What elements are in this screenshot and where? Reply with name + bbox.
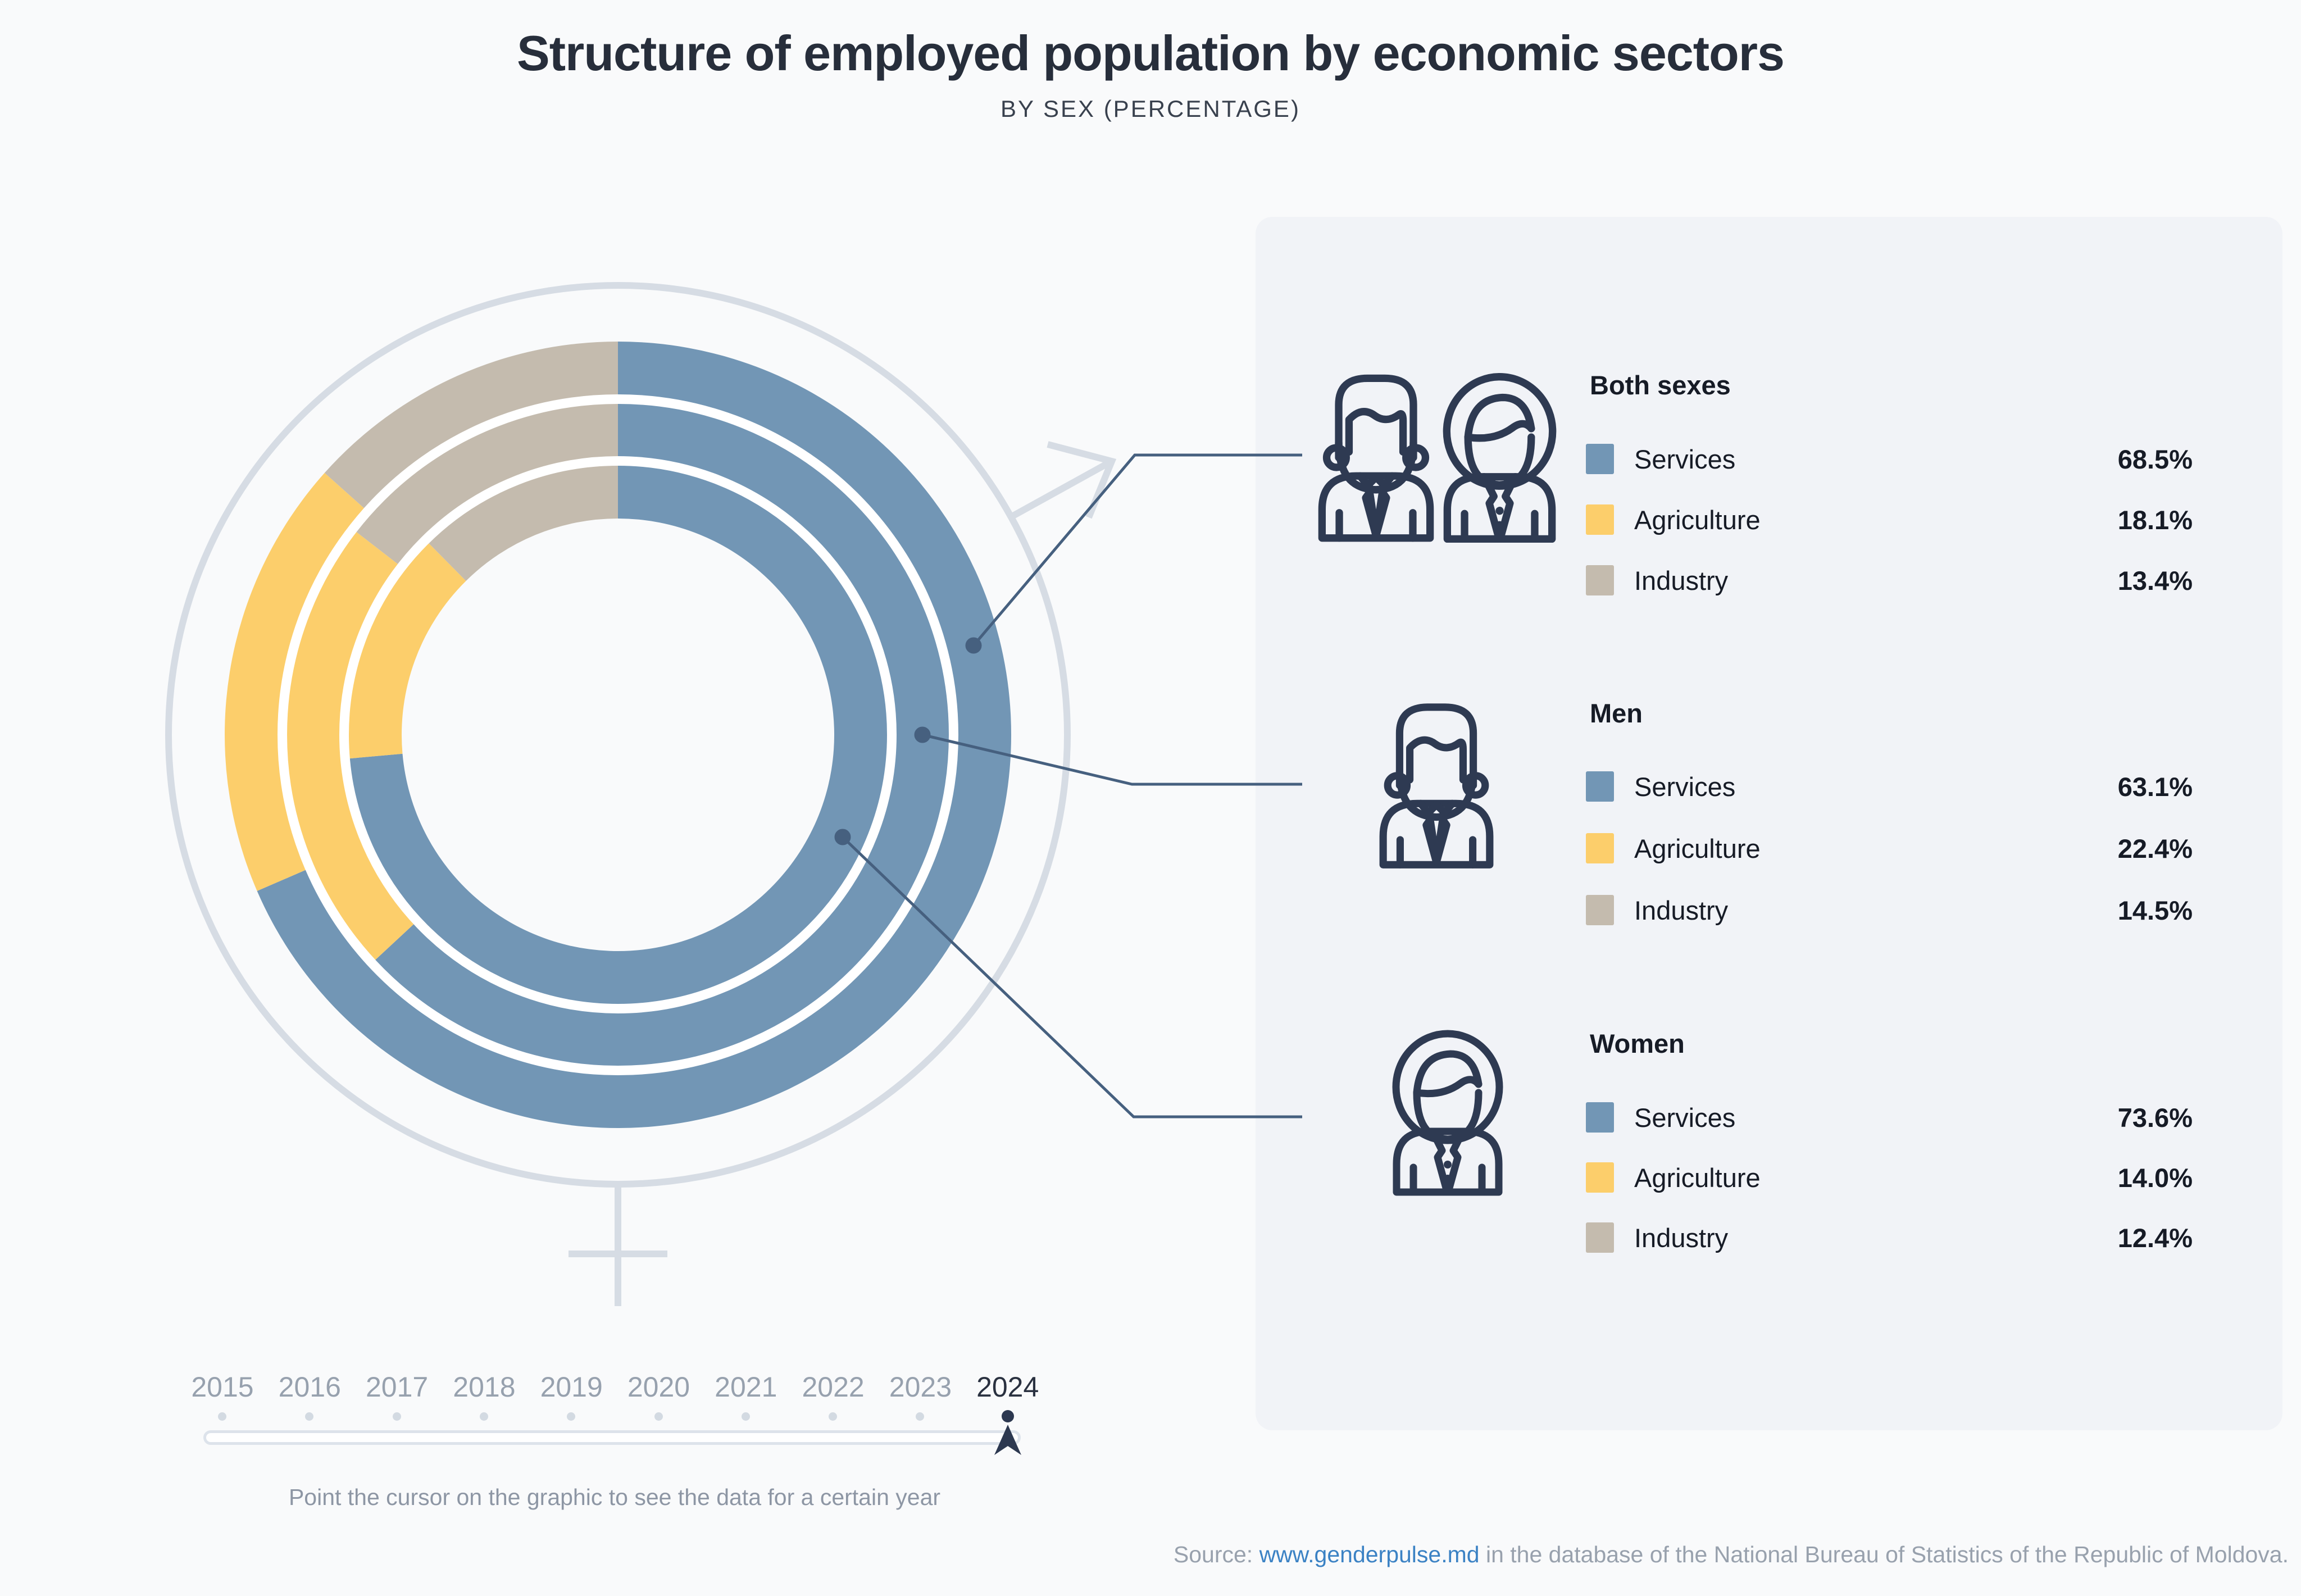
ring-both-sexes-agriculture[interactable] [225, 472, 365, 891]
year-label-2019[interactable]: 2019 [540, 1371, 603, 1403]
agriculture-swatch [1586, 1162, 1614, 1193]
year-tick-2017[interactable] [392, 1412, 401, 1421]
ring-women-services[interactable] [349, 465, 888, 1005]
legend-value: 18.1% [2117, 504, 2193, 535]
services-swatch [1586, 444, 1614, 474]
legend-label: Industry [1634, 1222, 1729, 1253]
legend-row: Agriculture 22.4% [1586, 833, 2193, 864]
legend-value: 14.0% [2117, 1162, 2193, 1193]
donut-rings[interactable] [225, 342, 1012, 1128]
male-arrow-icon [1009, 441, 1117, 520]
legend-row: Agriculture 18.1% [1586, 504, 2193, 535]
woman-icon [1439, 370, 1560, 545]
year-tick-2019[interactable] [567, 1412, 576, 1421]
callout-dot-men [914, 726, 931, 743]
year-label-2021[interactable]: 2021 [715, 1371, 777, 1403]
legend-group-title-women: Women [1590, 1029, 1685, 1058]
legend-label: Services [1634, 444, 1736, 474]
agriculture-swatch [1586, 833, 1614, 863]
man-icon [1313, 368, 1439, 545]
slider-cursor-icon[interactable] [992, 1424, 1024, 1457]
legend-row: Agriculture 14.0% [1586, 1162, 2193, 1193]
year-tick-2022[interactable] [829, 1412, 838, 1421]
year-tick-2020[interactable] [654, 1412, 663, 1421]
year-label-2022[interactable]: 2022 [802, 1371, 865, 1403]
year-tick-2024[interactable] [1001, 1410, 1014, 1422]
legend-row: Services 73.6% [1586, 1102, 2193, 1133]
year-label-2024[interactable]: 2024 [976, 1371, 1039, 1403]
ring-women-agriculture[interactable] [348, 543, 466, 759]
legend-label: Industry [1634, 565, 1729, 595]
year-tick-2016[interactable] [305, 1412, 314, 1421]
ring-men-industry[interactable] [356, 403, 618, 565]
services-swatch [1586, 771, 1614, 802]
industry-swatch [1586, 895, 1614, 925]
callout-line-both-sexes [972, 453, 1302, 647]
legend-label: Agriculture [1634, 833, 1761, 863]
year-label-2020[interactable]: 2020 [627, 1371, 690, 1403]
year-label-2016[interactable]: 2016 [278, 1371, 341, 1403]
callout-dot-women [834, 829, 851, 845]
female-cross-icon [569, 1184, 667, 1306]
year-tick-2023[interactable] [916, 1412, 925, 1421]
industry-swatch [1586, 565, 1614, 595]
legend-label: Services [1634, 1102, 1736, 1133]
legend-group-title-men: Men [1590, 698, 1643, 728]
legend-value: 68.5% [2117, 444, 2193, 474]
gender-symbol-icon [165, 282, 1117, 1306]
ring-men-agriculture[interactable] [286, 531, 414, 961]
year-tick-2015[interactable] [218, 1412, 226, 1421]
ring-both-sexes-services[interactable] [257, 342, 1012, 1128]
gender-circle [165, 282, 1071, 1188]
year-label-2017[interactable]: 2017 [365, 1371, 429, 1403]
source-suffix: in the database of the National Bureau o… [1479, 1542, 2289, 1567]
ring-both-sexes-industry[interactable] [324, 342, 618, 509]
legend-value: 73.6% [2117, 1102, 2193, 1133]
legend-value: 63.1% [2117, 771, 2193, 802]
ring-men-services[interactable] [375, 403, 949, 1067]
legend-value: 13.4% [2117, 565, 2193, 595]
year-tick-2021[interactable] [741, 1412, 750, 1421]
man-icon [1374, 697, 1499, 872]
legend-row: Services 68.5% [1586, 443, 2193, 475]
callout-lines [834, 453, 1302, 1118]
legend-row: Industry 12.4% [1586, 1222, 2193, 1253]
slider-track[interactable] [203, 1430, 1021, 1445]
year-label-2015[interactable]: 2015 [191, 1371, 254, 1403]
year-label-2023[interactable]: 2023 [889, 1371, 952, 1403]
callout-line-women [842, 836, 1302, 1118]
ring-separators [278, 394, 958, 1075]
legend-value: 12.4% [2117, 1222, 2193, 1253]
legend-row: Services 63.1% [1586, 771, 2193, 802]
legend-group-title-both-sexes: Both sexes [1590, 370, 1731, 400]
legend-label: Services [1634, 771, 1736, 802]
legend-row: Industry 14.5% [1586, 894, 2193, 926]
legend-row: Industry 13.4% [1586, 565, 2193, 596]
industry-swatch [1586, 1222, 1614, 1253]
legend-label: Industry [1634, 895, 1729, 925]
year-label-2018[interactable]: 2018 [453, 1371, 516, 1403]
woman-icon [1389, 1025, 1507, 1200]
services-swatch [1586, 1102, 1614, 1133]
source-line: Source: www.genderpulse.md in the databa… [1174, 1542, 2289, 1568]
legend-label: Agriculture [1634, 504, 1761, 535]
callout-line-men [922, 733, 1302, 786]
year-tick-2018[interactable] [479, 1412, 488, 1421]
legend-value: 14.5% [2117, 895, 2193, 925]
source-link[interactable]: www.genderpulse.md [1259, 1542, 1480, 1567]
legend-label: Agriculture [1634, 1162, 1761, 1193]
source-prefix: Source: [1173, 1542, 1259, 1567]
legend-value: 22.4% [2117, 833, 2193, 863]
slider-hint: Point the cursor on the graphic to see t… [288, 1484, 941, 1510]
page-title: Structure of employed population by econ… [517, 25, 1785, 81]
page-subtitle: BY SEX (PERCENTAGE) [1001, 96, 1300, 122]
ring-women-industry[interactable] [428, 465, 618, 581]
callout-dot-both-sexes [965, 637, 982, 654]
agriculture-swatch [1586, 504, 1614, 535]
